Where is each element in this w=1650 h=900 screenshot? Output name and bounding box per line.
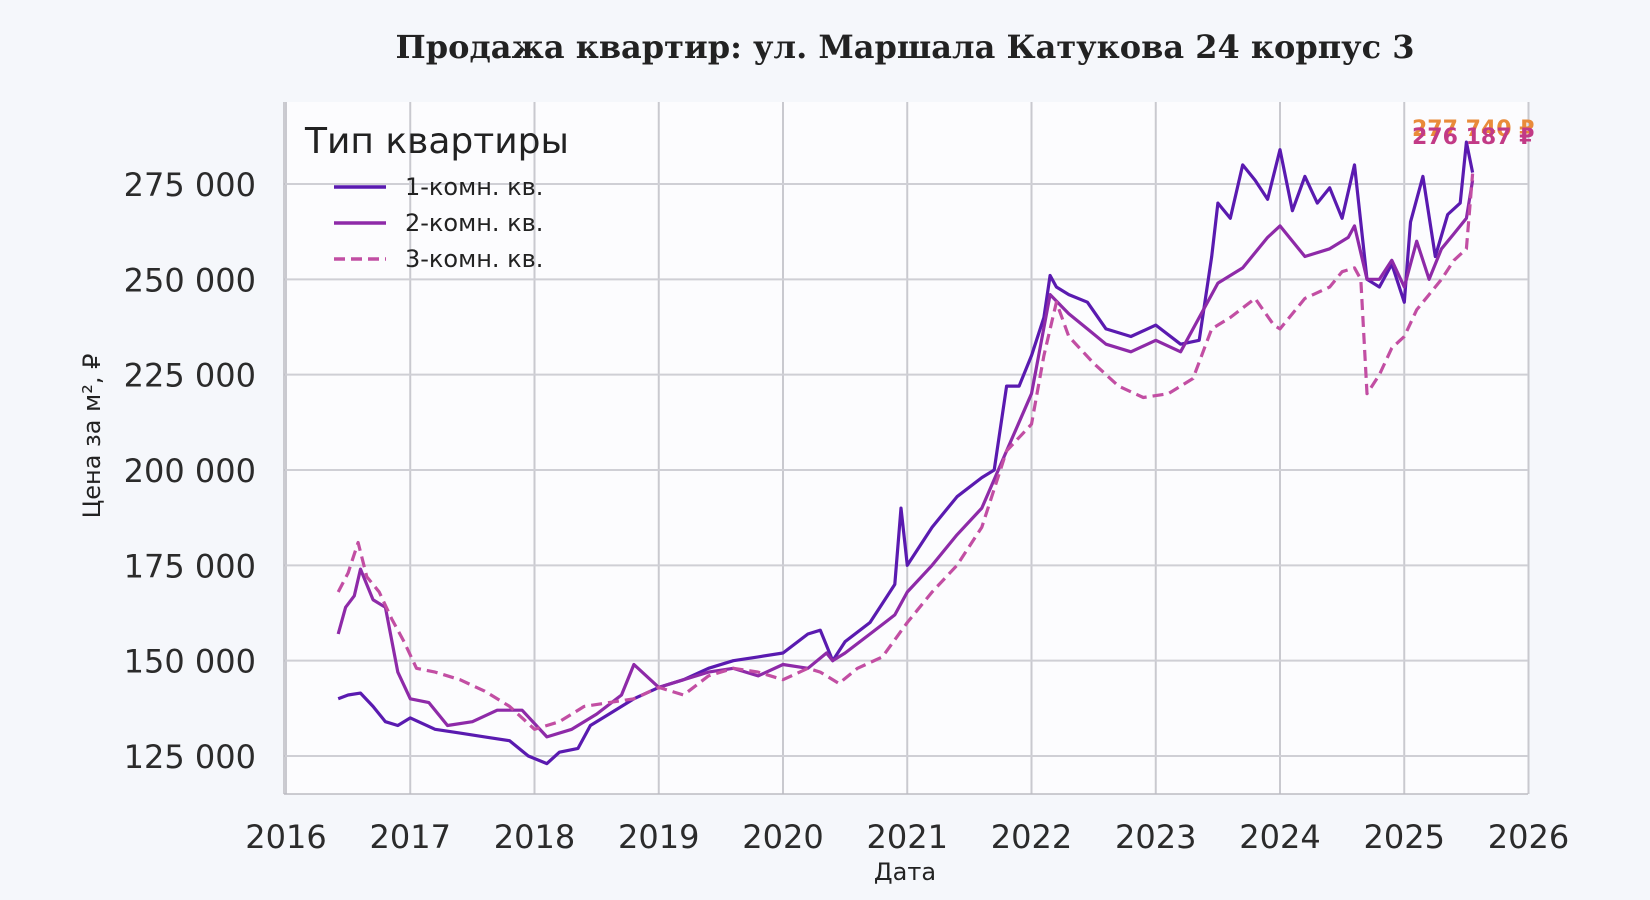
y-tick-label: 150 000 bbox=[124, 643, 256, 681]
x-tick-label: 2023 bbox=[1115, 818, 1196, 856]
x-tick-label: 2019 bbox=[618, 818, 699, 856]
end-value-label-1: 277 740 ₽ bbox=[1412, 117, 1534, 142]
x-tick-label: 2026 bbox=[1488, 818, 1569, 856]
x-tick-label: 2016 bbox=[245, 818, 326, 856]
x-tick-label: 2021 bbox=[867, 818, 948, 856]
end-value-label-2: 276 187 ₽ bbox=[1412, 125, 1534, 150]
x-tick-label: 2024 bbox=[1239, 818, 1320, 856]
end-value-labels: 277 740 ₽276 187 ₽ bbox=[1412, 117, 1534, 150]
y-tick-label: 225 000 bbox=[124, 357, 256, 395]
y-tick-labels: 125 000 150 000 175 000 200 000 225 000 250 0… bbox=[124, 166, 256, 776]
y-tick-label: 250 000 bbox=[124, 261, 256, 299]
x-tick-label: 2022 bbox=[991, 818, 1072, 856]
axes bbox=[283, 102, 1528, 795]
legend-label-2: 2-комн. кв. bbox=[405, 209, 543, 237]
x-tick-label: 2018 bbox=[494, 818, 575, 856]
x-tick-labels: 2016 2017 2018 2019 2020 2021 2022 2023 2024 2025… bbox=[245, 818, 1569, 856]
data-lines bbox=[336, 140, 1475, 766]
legend-title: Тип квартиры bbox=[304, 121, 569, 162]
series-line-1 bbox=[337, 140, 1475, 766]
x-tick-label: 2020 bbox=[742, 818, 823, 856]
y-tick-label: 125 000 bbox=[124, 738, 256, 776]
y-axis-label: Цена за м², ₽ bbox=[78, 354, 106, 519]
x-axis-label: Дата bbox=[874, 858, 936, 886]
x-tick-label: 2017 bbox=[370, 818, 451, 856]
x-tick-label: 2025 bbox=[1364, 818, 1445, 856]
y-tick-label: 275 000 bbox=[124, 166, 256, 204]
series-line-3 bbox=[336, 173, 1475, 731]
legend-label-3: 3-комн. кв. bbox=[405, 245, 543, 273]
chart-title: Продажа квартир: ул. Маршала Катукова 24… bbox=[396, 28, 1415, 66]
y-tick-label: 175 000 bbox=[124, 547, 256, 585]
legend-label-1: 1-комн. кв. bbox=[405, 173, 543, 201]
series-line-2 bbox=[336, 179, 1475, 739]
legend: Тип квартиры 1-комн. кв. 2-комн. кв. 3-ком… bbox=[304, 121, 569, 273]
y-tick-label: 200 000 bbox=[124, 452, 256, 490]
plot-area bbox=[284, 102, 1528, 794]
